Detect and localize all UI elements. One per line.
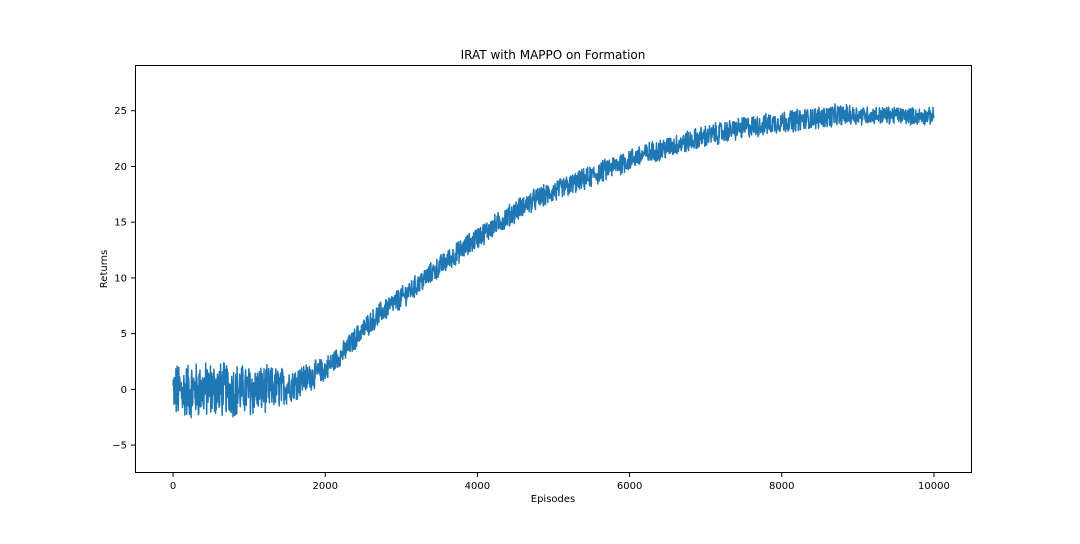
x-tick-label: 0 (170, 481, 176, 492)
x-tick-label: 6000 (617, 481, 642, 492)
plot-frame (135, 65, 972, 473)
y-tick-label: 20 (114, 162, 127, 173)
y-axis: −5 0 5 10 15 20 25 (112, 106, 135, 452)
y-tick-label: 15 (114, 218, 127, 229)
y-tick-label: 25 (114, 106, 127, 117)
x-tick-label: 2000 (313, 481, 338, 492)
y-axis-label: Returns (99, 250, 110, 288)
y-tick-label: 10 (114, 273, 127, 284)
x-tick-label: 8000 (769, 481, 794, 492)
x-axis: 0 2000 4000 6000 8000 10000 (170, 473, 950, 492)
chart-title: IRAT with MAPPO on Formation (461, 48, 646, 62)
y-tick-label: −5 (112, 441, 127, 452)
y-tick-label: 0 (121, 385, 127, 396)
plot-area (135, 65, 972, 473)
x-axis-label: Episodes (531, 494, 575, 505)
series-layer (172, 103, 935, 419)
returns-series-line (172, 103, 935, 419)
x-tick-label: 10000 (918, 481, 950, 492)
x-tick-label: 4000 (465, 481, 490, 492)
y-tick-label: 5 (121, 329, 127, 340)
